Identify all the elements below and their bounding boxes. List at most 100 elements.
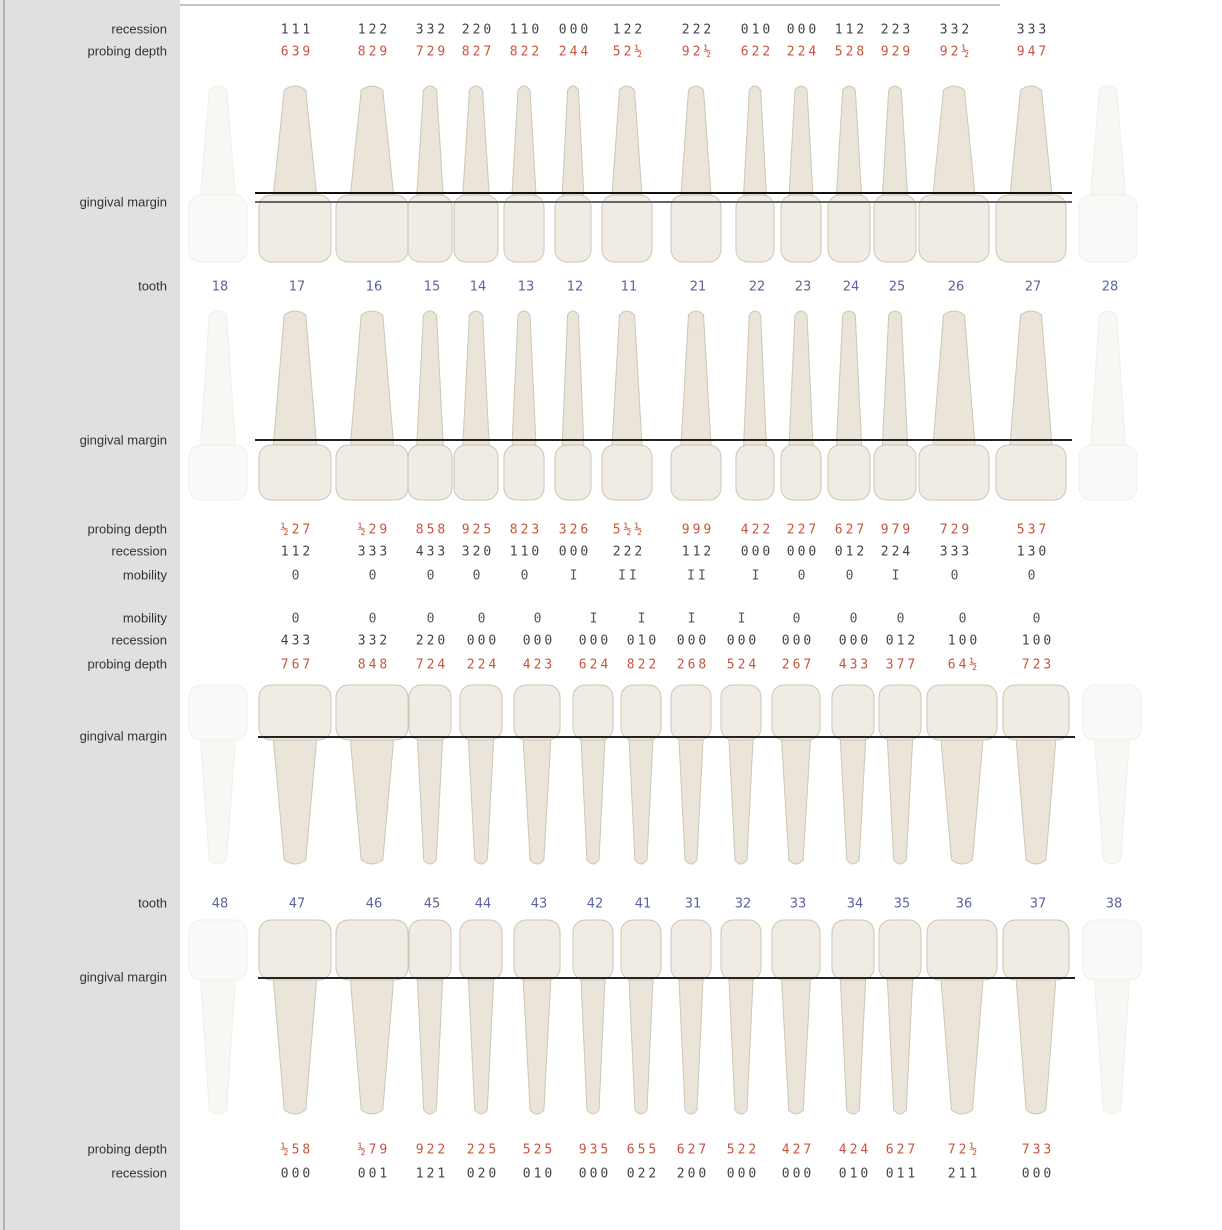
recession-value: 122 bbox=[613, 23, 645, 38]
tooth-root bbox=[201, 86, 236, 195]
recession-value: 022 bbox=[627, 1167, 659, 1182]
recession-value: 000 bbox=[839, 634, 871, 649]
tooth-crown bbox=[874, 195, 916, 262]
mobility-value: 0 bbox=[1028, 569, 1039, 584]
mobility-value: 0 bbox=[292, 612, 303, 627]
recession-value: 012 bbox=[835, 545, 867, 560]
probing-value: ½58 bbox=[281, 1143, 313, 1158]
mobility-value: 0 bbox=[1033, 612, 1044, 627]
mobility-value: 0 bbox=[959, 612, 970, 627]
tooth-shape bbox=[927, 685, 997, 864]
probing-value: 979 bbox=[881, 523, 913, 538]
tooth-root bbox=[273, 311, 316, 445]
tooth-root bbox=[581, 980, 605, 1114]
tooth-number: 36 bbox=[956, 897, 973, 912]
probing-value: 724 bbox=[416, 658, 448, 673]
recession-value: 333 bbox=[1017, 23, 1049, 38]
tooth-root bbox=[840, 980, 865, 1114]
recession-value: 010 bbox=[523, 1167, 555, 1182]
tooth-number: 12 bbox=[567, 280, 584, 295]
tooth-root bbox=[681, 86, 711, 195]
recession-value: 100 bbox=[1022, 634, 1054, 649]
probing-value: 227 bbox=[787, 523, 819, 538]
tooth-root bbox=[882, 86, 907, 195]
tooth-number: 28 bbox=[1102, 280, 1119, 295]
recession-value: 000 bbox=[782, 1167, 814, 1182]
tooth-crown bbox=[736, 445, 774, 500]
tooth-shape bbox=[573, 920, 613, 1114]
probing-value: 326 bbox=[559, 523, 591, 538]
tooth-root bbox=[201, 311, 236, 445]
tooth-crown bbox=[336, 685, 408, 740]
probing-value: 655 bbox=[627, 1143, 659, 1158]
tooth-shape bbox=[919, 311, 989, 500]
tooth-crown bbox=[772, 685, 820, 740]
tooth-shape bbox=[189, 685, 247, 864]
recession-value: 111 bbox=[281, 23, 313, 38]
probing-value: 224 bbox=[787, 45, 819, 60]
tooth-crown bbox=[721, 685, 761, 740]
recession-value: 100 bbox=[948, 634, 980, 649]
tooth-root bbox=[417, 980, 442, 1114]
probing-value: 537 bbox=[1017, 523, 1049, 538]
tooth-crown bbox=[454, 445, 498, 500]
tooth-root bbox=[744, 86, 767, 195]
recession-value: 112 bbox=[281, 545, 313, 560]
tooth-crown bbox=[189, 685, 247, 740]
tooth-crown bbox=[621, 920, 661, 980]
tooth-crown bbox=[573, 920, 613, 980]
recession-value: 130 bbox=[1017, 545, 1049, 560]
tooth-crown bbox=[1079, 445, 1137, 500]
tooth-shape bbox=[602, 311, 652, 500]
tooth-crown bbox=[671, 920, 711, 980]
tooth-root bbox=[1095, 980, 1130, 1114]
row-label: probing depth bbox=[87, 521, 167, 536]
probing-value: ½79 bbox=[358, 1143, 390, 1158]
tooth-root bbox=[562, 311, 584, 445]
mobility-value: I bbox=[590, 612, 601, 627]
probing-value: ½29 bbox=[358, 523, 390, 538]
tooth-shape bbox=[671, 311, 721, 500]
probing-value: 267 bbox=[782, 658, 814, 673]
tooth-crown bbox=[927, 920, 997, 980]
teeth-layer bbox=[189, 86, 1141, 1114]
probing-value: 528 bbox=[835, 45, 867, 60]
recession-value: 000 bbox=[467, 634, 499, 649]
probing-value: 935 bbox=[579, 1143, 611, 1158]
recession-value: 211 bbox=[948, 1167, 980, 1182]
tooth-root bbox=[201, 740, 236, 864]
tooth-root bbox=[468, 740, 493, 864]
tooth-shape bbox=[919, 86, 989, 262]
tooth-root bbox=[417, 311, 443, 445]
tooth-shape bbox=[621, 685, 661, 864]
tooth-shape bbox=[454, 86, 498, 262]
tooth-root bbox=[1016, 740, 1056, 864]
tooth-shape bbox=[504, 86, 544, 262]
mobility-value: 0 bbox=[369, 612, 380, 627]
probing-value: 848 bbox=[358, 658, 390, 673]
tooth-shape bbox=[671, 920, 711, 1114]
probing-value: 624 bbox=[579, 658, 611, 673]
row-label: gingival margin bbox=[80, 432, 167, 447]
tooth-crown bbox=[781, 445, 821, 500]
row-label: probing depth bbox=[87, 43, 167, 58]
tooth-root bbox=[1091, 311, 1126, 445]
mobility-value: I bbox=[570, 569, 581, 584]
tooth-shape bbox=[781, 86, 821, 262]
recession-value: 433 bbox=[281, 634, 313, 649]
tooth-crown bbox=[336, 445, 408, 500]
probing-value: 822 bbox=[627, 658, 659, 673]
row-label: probing depth bbox=[87, 1141, 167, 1156]
tooth-root bbox=[1016, 980, 1056, 1114]
probing-value: 525 bbox=[523, 1143, 555, 1158]
tooth-shape bbox=[996, 311, 1066, 500]
probing-value: 723 bbox=[1022, 658, 1054, 673]
recession-value: 000 bbox=[677, 634, 709, 649]
tooth-shape bbox=[336, 311, 408, 500]
probing-value: 827 bbox=[462, 45, 494, 60]
tooth-root bbox=[789, 86, 813, 195]
tooth-root bbox=[887, 980, 912, 1114]
tooth-crown bbox=[336, 195, 408, 262]
tooth-crown bbox=[460, 685, 502, 740]
tooth-shape bbox=[555, 311, 591, 500]
